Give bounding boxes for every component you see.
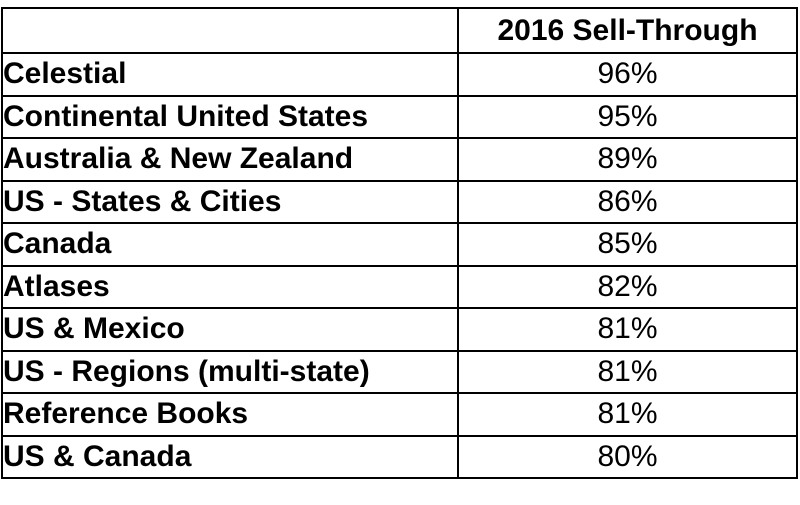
row-label: Celestial [1, 52, 459, 97]
table-row: Continental United States 95% [1, 94, 798, 139]
table-corner-cell [1, 7, 459, 54]
table-row: Canada 85% [1, 222, 798, 267]
sell-through-table: 2016 Sell-Through Celestial 96% Continen… [1, 7, 798, 479]
table-row: Australia & New Zealand 89% [1, 137, 798, 182]
row-value: 96% [457, 52, 798, 97]
table-row: Atlases 82% [1, 264, 798, 309]
row-label: Canada [1, 222, 459, 267]
table-row: Celestial 96% [1, 52, 798, 97]
row-value: 95% [457, 94, 798, 139]
table-row: US - States & Cities 86% [1, 179, 798, 224]
row-label: Atlases [1, 264, 459, 309]
row-value: 82% [457, 264, 798, 309]
row-label: US & Canada [1, 434, 459, 479]
row-label: Reference Books [1, 392, 459, 437]
table-row: US & Canada 80% [1, 434, 798, 479]
row-label: US & Mexico [1, 307, 459, 352]
column-header-sell-through: 2016 Sell-Through [457, 7, 798, 54]
row-value: 81% [457, 392, 798, 437]
row-label: Australia & New Zealand [1, 137, 459, 182]
row-value: 81% [457, 349, 798, 394]
row-label: US - Regions (multi-state) [1, 349, 459, 394]
row-value: 89% [457, 137, 798, 182]
table-row: US & Mexico 81% [1, 307, 798, 352]
row-value: 86% [457, 179, 798, 224]
table-row: Reference Books 81% [1, 392, 798, 437]
row-label: US - States & Cities [1, 179, 459, 224]
row-value: 81% [457, 307, 798, 352]
table-header-row: 2016 Sell-Through [1, 7, 798, 54]
row-value: 85% [457, 222, 798, 267]
row-value: 80% [457, 434, 798, 479]
table-row: US - Regions (multi-state) 81% [1, 349, 798, 394]
row-label: Continental United States [1, 94, 459, 139]
